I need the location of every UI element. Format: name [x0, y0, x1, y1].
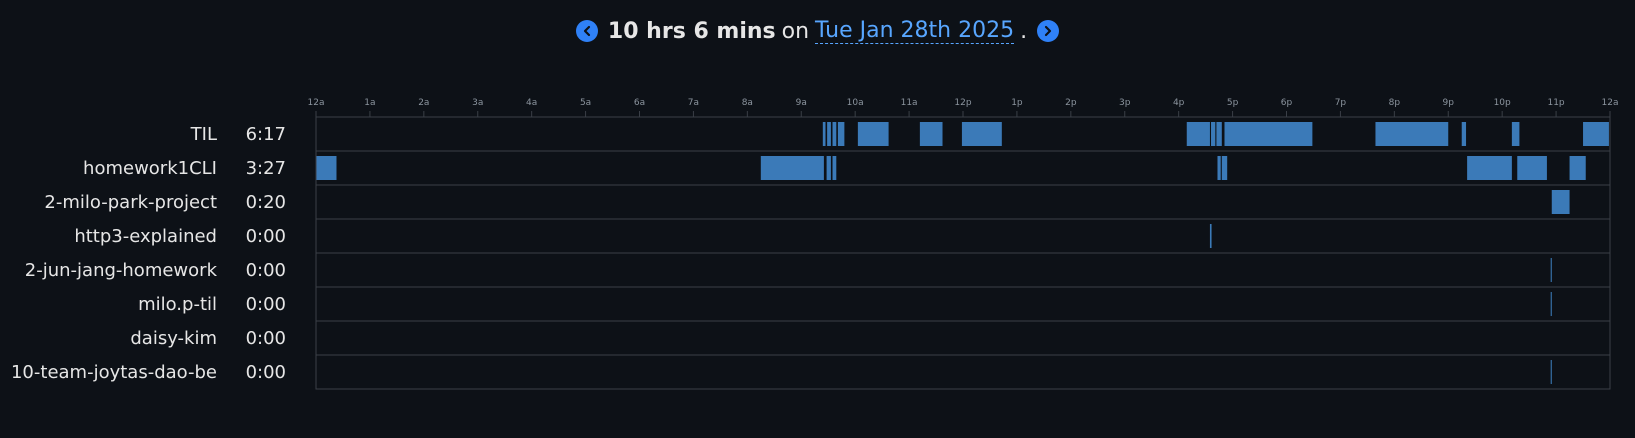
- project-name-label: http3-explained: [74, 226, 217, 247]
- project-name-label: 2-jun-jang-homework: [25, 260, 218, 281]
- x-tick-label: 3a: [472, 98, 483, 108]
- activity-bar: [1221, 156, 1228, 180]
- activity-bar: [1224, 122, 1313, 146]
- project-name-label: homework1CLI: [83, 158, 217, 179]
- activity-bar: [961, 122, 1002, 146]
- project-total-time: 3:27: [246, 158, 286, 179]
- activity-bar: [1209, 224, 1212, 248]
- project-total-time: 0:20: [246, 192, 286, 213]
- activity-bar: [1216, 122, 1222, 146]
- x-tick-label: 9p: [1443, 98, 1455, 108]
- prev-day-button[interactable]: [575, 20, 598, 42]
- x-tick-label: 2p: [1065, 98, 1077, 108]
- activity-bar: [1461, 122, 1467, 146]
- activity-bar: [919, 122, 943, 146]
- activity-bar: [1467, 156, 1512, 180]
- chevron-left-icon: [583, 25, 591, 37]
- x-tick-label: 9a: [796, 98, 807, 108]
- x-tick-label: 8a: [742, 98, 753, 108]
- x-tick-label: 10p: [1494, 98, 1511, 108]
- x-tick-label: 6p: [1281, 98, 1293, 108]
- x-tick-label: 6a: [634, 98, 645, 108]
- activity-bar: [1186, 122, 1210, 146]
- chevron-right-icon: [1044, 25, 1052, 37]
- activity-bar: [1551, 190, 1570, 214]
- project-total-time: 0:00: [246, 260, 286, 281]
- x-tick-label: 1p: [1011, 98, 1023, 108]
- activity-bar: [1217, 156, 1221, 180]
- x-tick-label: 12p: [954, 98, 971, 108]
- activity-bar: [1569, 156, 1586, 180]
- activity-bar: [826, 156, 831, 180]
- project-name-label: milo.p-til: [138, 294, 217, 315]
- activity-bar: [1583, 122, 1609, 146]
- project-name-label: 10-team-joytas-dao-be: [11, 362, 217, 383]
- project-total-time: 0:00: [246, 226, 286, 247]
- project-total-time: 0:00: [246, 328, 286, 349]
- period-text: .: [1020, 18, 1028, 44]
- x-tick-label: 5a: [580, 98, 591, 108]
- activity-bar: [1375, 122, 1449, 146]
- activity-bar: [832, 156, 837, 180]
- activity-bar: [316, 156, 337, 180]
- activity-bar: [857, 122, 889, 146]
- date-header: 10 hrs 6 mins on Tue Jan 28th 2025 .: [0, 14, 1635, 48]
- project-name-label: TIL: [190, 124, 217, 145]
- x-tick-label: 4p: [1173, 98, 1185, 108]
- project-name-label: 2-milo-park-project: [44, 192, 217, 213]
- x-tick-label: 7p: [1335, 98, 1347, 108]
- activity-bar: [837, 122, 845, 146]
- next-day-button[interactable]: [1037, 20, 1060, 42]
- x-tick-label: 10a: [847, 98, 864, 108]
- x-tick-label: 1a: [364, 98, 375, 108]
- activity-bar: [760, 156, 824, 180]
- project-total-time: 6:17: [246, 124, 286, 145]
- x-tick-label: 12a: [308, 98, 325, 108]
- activity-bar: [1511, 122, 1520, 146]
- activity-bar: [827, 122, 831, 146]
- x-tick-label: 5p: [1227, 98, 1239, 108]
- x-tick-label: 4a: [526, 98, 537, 108]
- date-picker-link[interactable]: Tue Jan 28th 2025: [815, 17, 1015, 44]
- x-tick-label: 7a: [688, 98, 699, 108]
- on-label: on: [781, 18, 810, 44]
- activity-bar: [1211, 122, 1216, 146]
- activity-bar: [1550, 292, 1552, 316]
- activity-bar: [832, 122, 837, 146]
- chart-frame: [315, 116, 1611, 390]
- project-name-label: daisy-kim: [130, 328, 217, 349]
- x-tick-label: 12a: [1602, 98, 1619, 108]
- x-tick-label: 11a: [901, 98, 918, 108]
- total-duration: 10 hrs 6 mins: [607, 18, 776, 44]
- project-total-time: 0:00: [246, 294, 286, 315]
- x-tick-label: 2a: [418, 98, 429, 108]
- activity-bar: [1550, 360, 1552, 384]
- activity-bar: [1550, 258, 1552, 282]
- activity-bar: [822, 122, 826, 146]
- x-tick-label: 3p: [1119, 98, 1131, 108]
- x-tick-label: 11p: [1547, 98, 1564, 108]
- x-tick-label: 8p: [1389, 98, 1401, 108]
- project-total-time: 0:00: [246, 362, 286, 383]
- activity-bar: [1517, 156, 1547, 180]
